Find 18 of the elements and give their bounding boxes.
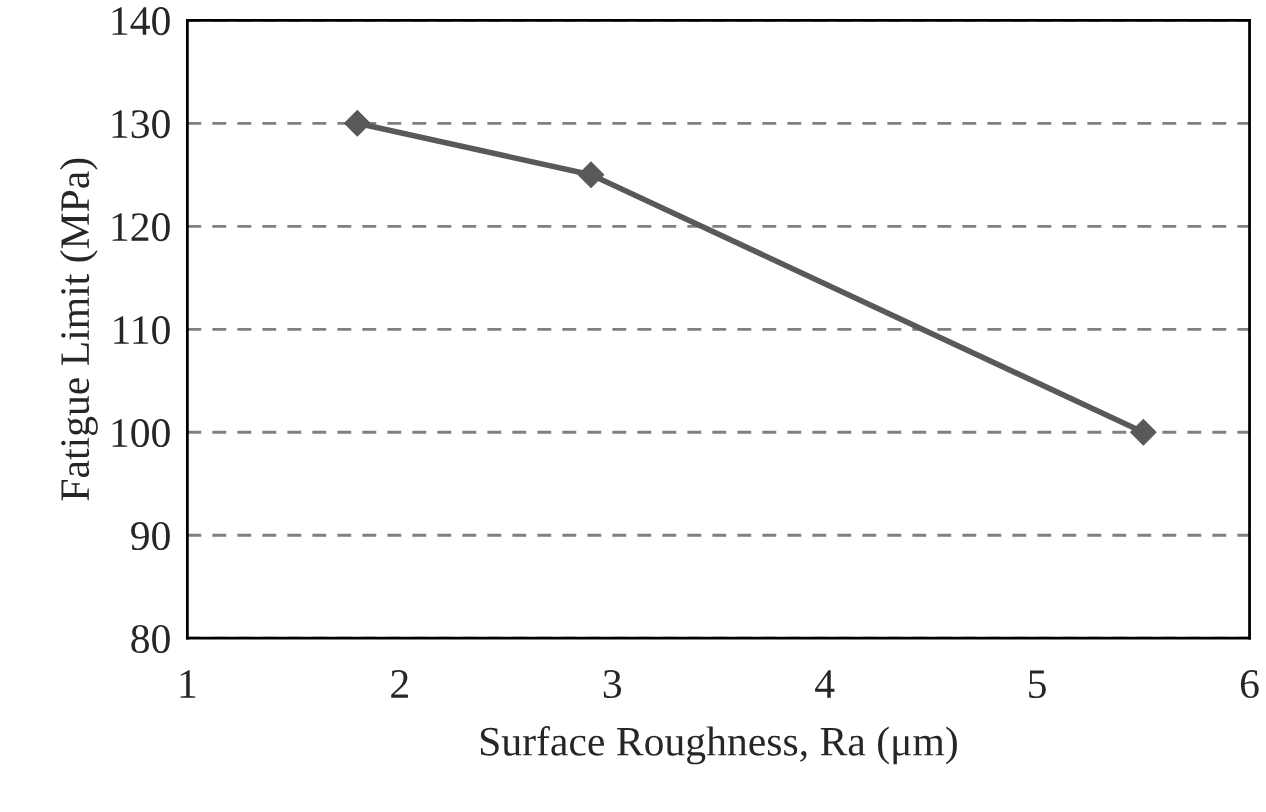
x-tick-label: 4: [815, 670, 835, 698]
y-tick-label: 100: [112, 419, 170, 448]
y-tick-label: 110: [114, 316, 170, 345]
y-tick-label: 80: [131, 624, 170, 654]
x-axis-title: Surface Roughness, Ra (μm): [480, 726, 957, 765]
y-tick-label: 130: [112, 110, 170, 139]
y-tick-label: 120: [112, 213, 170, 242]
x-tick-label: 2: [391, 670, 408, 698]
y-axis-title: Fatigue Limit (MPa): [59, 158, 98, 501]
x-tick-label: 1: [180, 670, 196, 698]
x-tick-label: 3: [603, 670, 622, 699]
point: [344, 110, 371, 137]
x-tick-label: 6: [1240, 670, 1259, 699]
point: [1130, 418, 1157, 446]
y-tick-label: 90: [131, 521, 170, 551]
y-tick-label: 140: [112, 7, 170, 36]
point: [577, 161, 605, 189]
x-tick-label: 5: [1029, 670, 1046, 699]
